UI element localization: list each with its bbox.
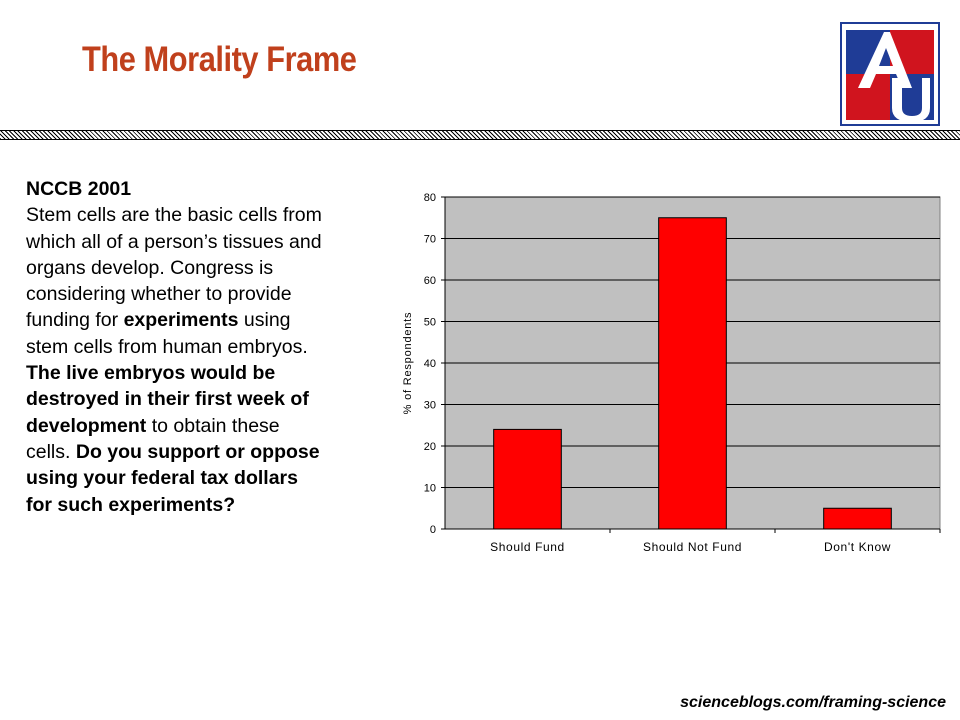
y-tick-label: 60 — [424, 275, 436, 287]
y-tick-label: 20 — [424, 441, 436, 453]
question-run: Stem cells are the basic cells from — [26, 204, 322, 227]
source-footer: scienceblogs.com/framing-science — [680, 694, 946, 711]
question-line: organs develop. Congress is — [26, 255, 406, 281]
bar — [823, 507, 892, 530]
bar — [493, 428, 562, 530]
question-bold-run: development — [26, 414, 147, 437]
y-tick-label: 0 — [430, 524, 436, 536]
question-line: development to obtain these — [26, 413, 406, 439]
question-line: The live embryos would be — [26, 360, 406, 386]
bar — [658, 217, 727, 530]
y-tick-label: 80 — [424, 192, 436, 204]
question-line: destroyed in their first week of — [26, 386, 406, 412]
logo-letter-a — [858, 32, 912, 88]
question-bold-run: experiments — [123, 309, 239, 332]
bar-chart: 0 10 20 30 40 50 60 70 80 Should Fund Should Not F… — [402, 192, 941, 554]
x-tick-label: Should Fund — [490, 540, 565, 554]
survey-question-text: NCCB 2001 Stem cells are the basic cells … — [26, 176, 406, 518]
question-line: stem cells from human embryos. — [26, 334, 406, 360]
y-tick-label: 50 — [424, 317, 436, 329]
x-tick-label: Should Not Fund — [643, 540, 742, 554]
question-run: funding for — [26, 309, 124, 332]
x-tick-label: Don't Know — [824, 540, 891, 554]
y-tick-label: 40 — [424, 358, 436, 370]
question-run: to obtain these — [146, 414, 280, 437]
y-tick-label: 10 — [424, 483, 436, 495]
question-line: considering whether to provide — [26, 281, 406, 307]
question-run: stem cells from human embryos. — [26, 335, 308, 358]
header-divider — [0, 130, 960, 140]
question-bold-run: Do you support or oppose — [75, 440, 320, 463]
question-bold-run: for such experiments? — [26, 493, 236, 516]
logo-letter-u — [892, 78, 930, 122]
question-line: for such experiments? — [26, 492, 406, 518]
question-line: which all of a person’s tissues and — [26, 229, 406, 255]
question-run: organs develop. Congress is — [26, 256, 274, 279]
question-bold-run: NCCB 2001 — [26, 178, 132, 200]
question-line: Stem cells are the basic cells from — [26, 202, 406, 228]
y-tick-label: 30 — [424, 400, 436, 412]
y-axis-label: % of Respondents — [402, 312, 414, 415]
question-bold-run: using your federal tax dollars — [26, 467, 298, 490]
question-run: cells. — [26, 440, 76, 463]
question-run: considering whether to provide — [26, 283, 292, 306]
american-university-logo-icon — [840, 22, 940, 126]
question-line: cells. Do you support or oppose — [26, 439, 406, 465]
question-bold-run: destroyed in their first week of — [26, 388, 309, 411]
question-line: funding for experiments using — [26, 307, 406, 333]
page-title: The Morality Frame — [82, 40, 357, 79]
question-line: NCCB 2001 — [26, 176, 406, 202]
question-run: which all of a person’s tissues and — [26, 230, 322, 253]
question-run: using — [238, 309, 291, 332]
question-line: using your federal tax dollars — [26, 465, 406, 491]
question-bold-run: The live embryos would be — [26, 362, 276, 385]
y-tick-label: 70 — [424, 234, 436, 246]
